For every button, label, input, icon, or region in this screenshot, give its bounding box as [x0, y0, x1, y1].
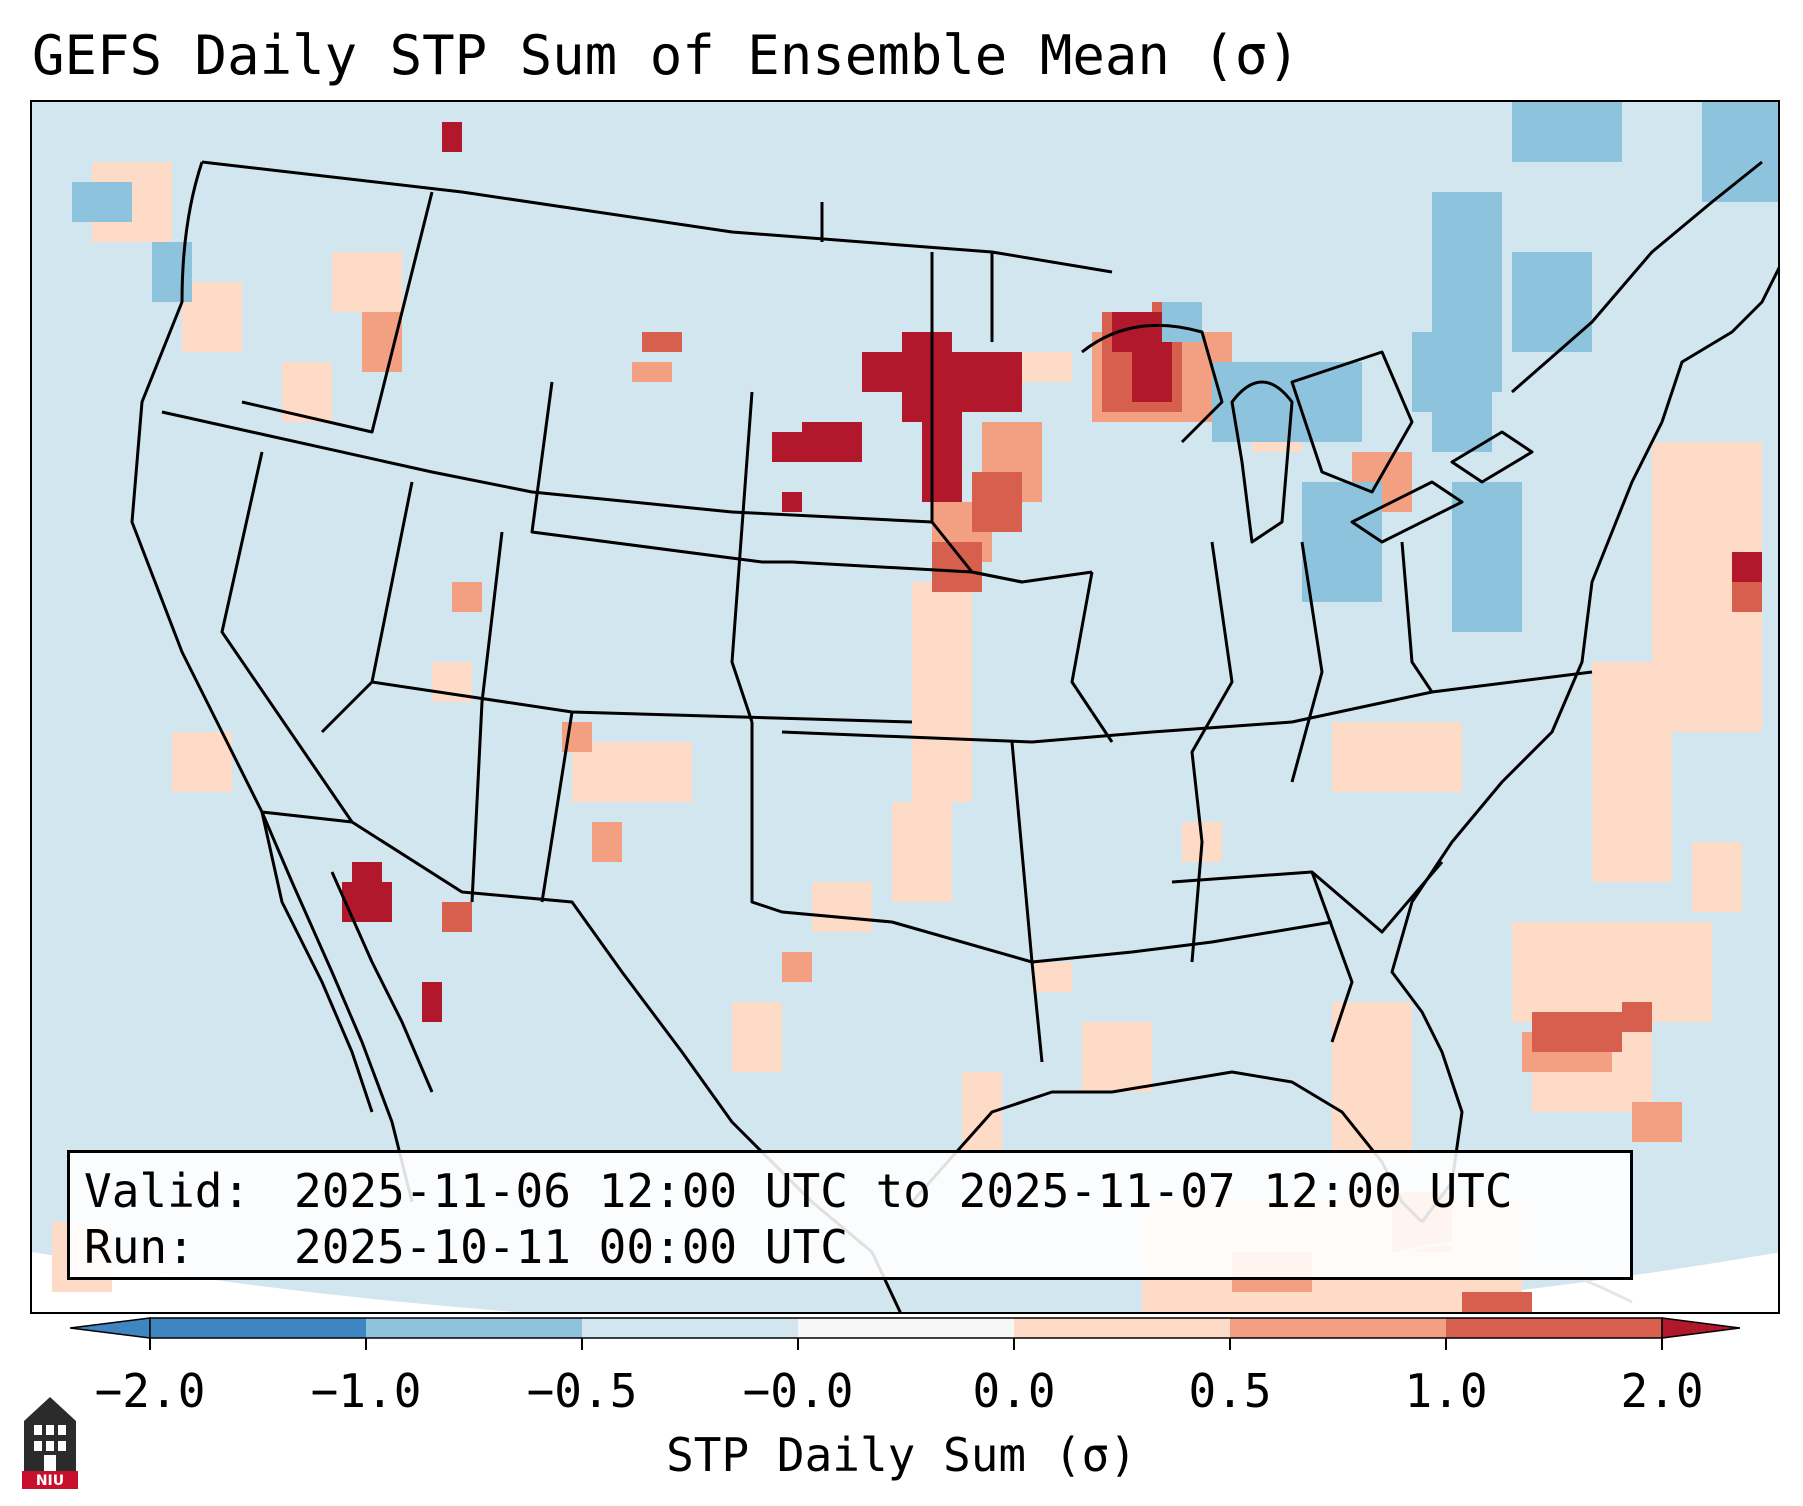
- logo-text: NIU: [36, 1473, 64, 1489]
- colorbar-ticks: [149, 1338, 1663, 1350]
- colorbar-segment-4: [798, 1318, 1014, 1338]
- tick-label: 0.0: [972, 1364, 1056, 1418]
- colorbar: [70, 1317, 1740, 1350]
- colorbar-segment-2: [366, 1318, 582, 1338]
- colorbar-max-arrow: [1661, 1317, 1740, 1339]
- chart-title: GEFS Daily STP Sum of Ensemble Mean (σ): [32, 24, 1300, 87]
- tick-label: −0.5: [526, 1364, 638, 1418]
- anomaly-cells-extreme-positive: [342, 122, 1762, 1022]
- valid-row: Valid: 2025-11-06 12:00 UTC to 2025-11-0…: [84, 1163, 1616, 1219]
- tick-label: 1.0: [1404, 1364, 1488, 1418]
- map-panel: [30, 100, 1780, 1314]
- boundaries: [130, 160, 1778, 1312]
- tick-label: −2.0: [94, 1364, 206, 1418]
- colorbar-label: STP Daily Sum (σ): [666, 1428, 1137, 1482]
- tick-label: 2.0: [1620, 1364, 1704, 1418]
- valid-value: 2025-11-06 12:00 UTC to 2025-11-07 12:00…: [294, 1164, 1513, 1218]
- map-svg: [32, 102, 1778, 1312]
- run-value: 2025-10-11 00:00 UTC: [294, 1220, 848, 1274]
- tick-label: −0.0: [742, 1364, 854, 1418]
- tick-label: 0.5: [1188, 1364, 1272, 1418]
- run-row: Run: 2025-10-11 00:00 UTC: [84, 1219, 1616, 1275]
- colorbar-min-arrow: [70, 1317, 151, 1339]
- colorbar-segment-5: [1014, 1318, 1230, 1338]
- niu-logo: NIU: [22, 1397, 78, 1489]
- valid-run-box: Valid: 2025-11-06 12:00 UTC to 2025-11-0…: [67, 1150, 1633, 1280]
- colorbar-segment-7: [1446, 1318, 1662, 1338]
- colorbar-segment-1: [150, 1318, 366, 1338]
- colorbar-segment-3: [582, 1318, 798, 1338]
- colorbar-segment-6: [1230, 1318, 1446, 1338]
- tick-label: −1.0: [310, 1364, 422, 1418]
- run-label: Run:: [84, 1220, 195, 1274]
- valid-label: Valid:: [84, 1164, 251, 1218]
